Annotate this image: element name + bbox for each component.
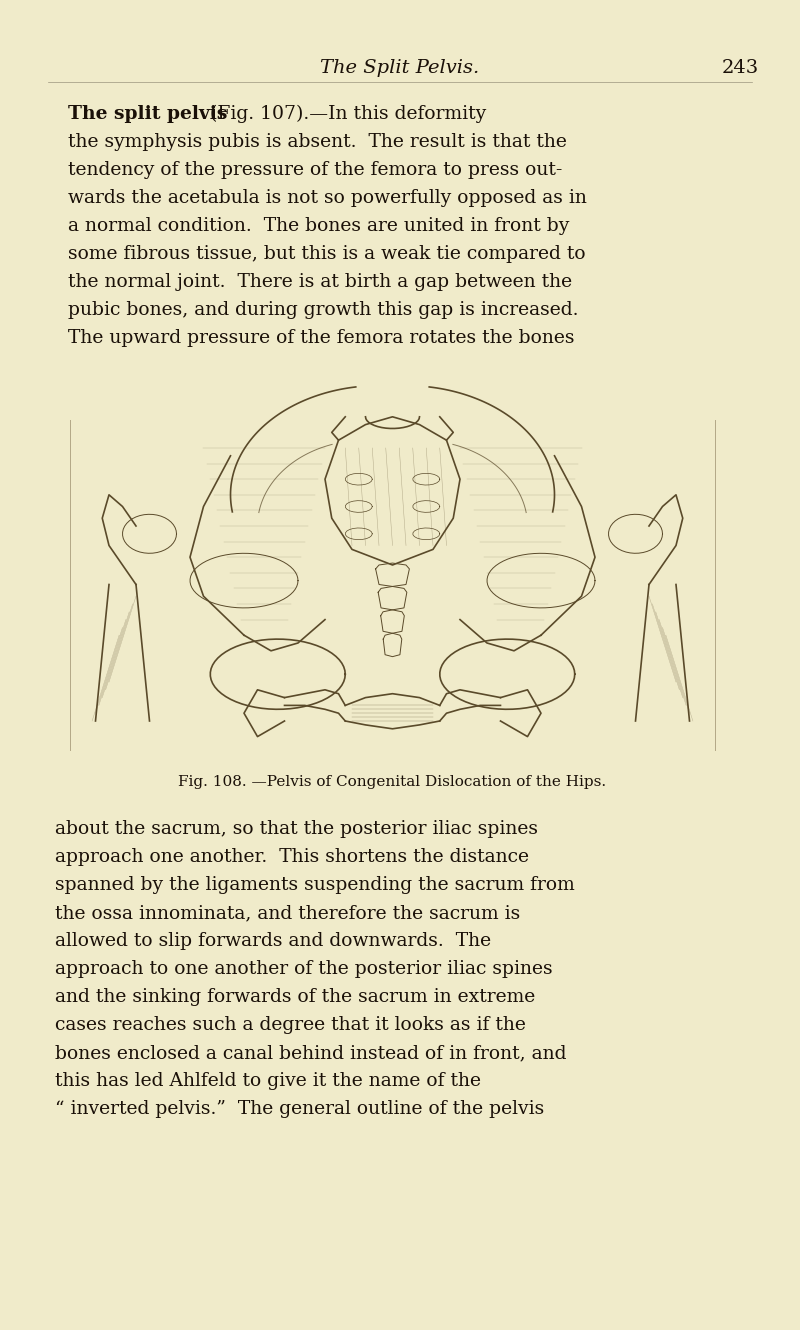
Text: approach one another.  This shortens the distance: approach one another. This shortens the … — [55, 849, 529, 866]
Text: the normal joint.  There is at birth a gap between the: the normal joint. There is at birth a ga… — [68, 273, 572, 291]
Text: a normal condition.  The bones are united in front by: a normal condition. The bones are united… — [68, 217, 570, 235]
Text: some fibrous tissue, but this is a weak tie compared to: some fibrous tissue, but this is a weak … — [68, 245, 586, 263]
Text: about the sacrum, so that the posterior iliac spines: about the sacrum, so that the posterior … — [55, 821, 538, 838]
Text: “ inverted pelvis.”  The general outline of the pelvis: “ inverted pelvis.” The general outline … — [55, 1100, 544, 1119]
Text: pubic bones, and during growth this gap is increased.: pubic bones, and during growth this gap … — [68, 301, 578, 319]
Text: the symphysis pubis is absent.  The result is that the: the symphysis pubis is absent. The resul… — [68, 133, 567, 152]
Text: approach to one another of the posterior iliac spines: approach to one another of the posterior… — [55, 960, 553, 978]
Text: 243: 243 — [722, 59, 758, 77]
Text: this has led Ahlfeld to give it the name of the: this has led Ahlfeld to give it the name… — [55, 1072, 481, 1091]
Text: The upward pressure of the femora rotates the bones: The upward pressure of the femora rotate… — [68, 329, 574, 347]
Text: allowed to slip forwards and downwards.  The: allowed to slip forwards and downwards. … — [55, 932, 491, 950]
Text: cases reaches such a degree that it looks as if the: cases reaches such a degree that it look… — [55, 1016, 526, 1033]
Text: the ossa innominata, and therefore the sacrum is: the ossa innominata, and therefore the s… — [55, 904, 520, 922]
Text: spanned by the ligaments suspending the sacrum from: spanned by the ligaments suspending the … — [55, 876, 574, 894]
Text: tendency of the pressure of the femora to press out-: tendency of the pressure of the femora t… — [68, 161, 562, 180]
Text: bones enclosed a canal behind instead of in front, and: bones enclosed a canal behind instead of… — [55, 1044, 566, 1061]
Text: Fig. 108. —Pelvis of Congenital Dislocation of the Hips.: Fig. 108. —Pelvis of Congenital Dislocat… — [178, 775, 606, 789]
Text: The Split Pelvis.: The Split Pelvis. — [320, 59, 480, 77]
Text: wards the acetabula is not so powerfully opposed as in: wards the acetabula is not so powerfully… — [68, 189, 587, 207]
Text: and the sinking forwards of the sacrum in extreme: and the sinking forwards of the sacrum i… — [55, 988, 535, 1005]
Text: The split pelvis: The split pelvis — [68, 105, 227, 122]
Text: (Fig. 107).—In this deformity: (Fig. 107).—In this deformity — [204, 105, 486, 124]
